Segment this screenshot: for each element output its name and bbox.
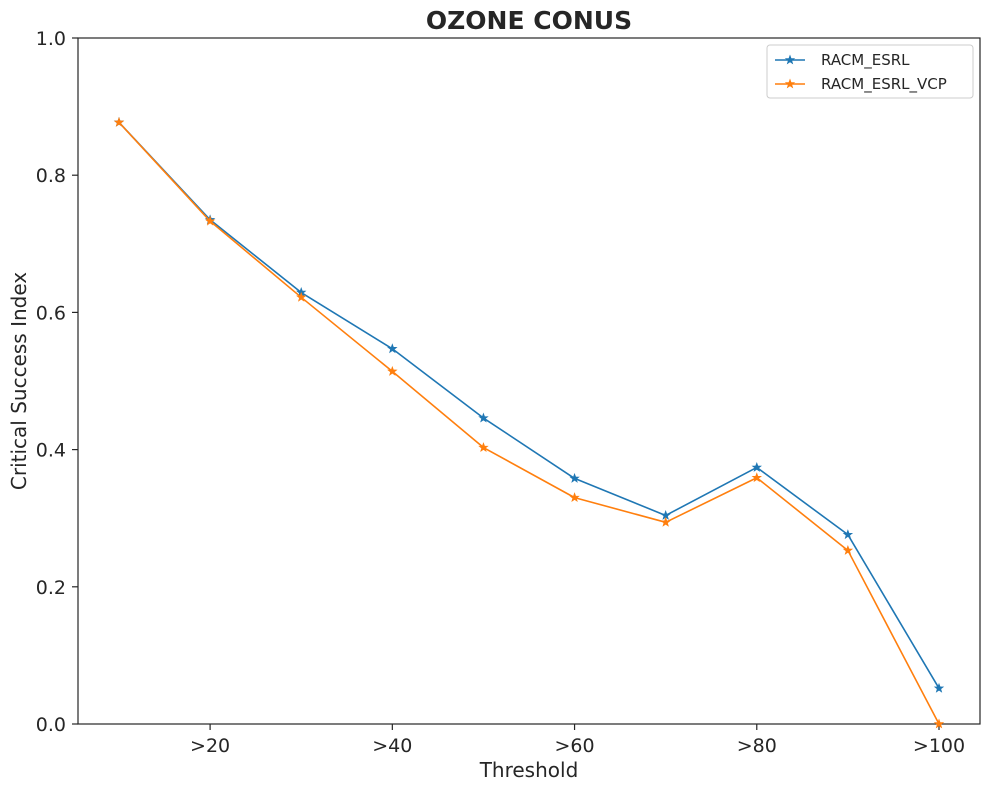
series-layer <box>113 116 945 729</box>
data-point <box>933 718 945 729</box>
data-point <box>204 215 216 226</box>
series-racm-esrl-vcp <box>113 116 945 729</box>
series-line <box>118 121 940 725</box>
y-tick-label: 0.4 <box>36 440 66 462</box>
legend-item: RACM_ESRL <box>775 51 910 70</box>
data-point <box>751 461 762 472</box>
data-point <box>842 529 854 540</box>
data-point <box>296 291 307 302</box>
legend-box <box>766 44 974 99</box>
x-axis-label: Threshold <box>479 758 579 782</box>
legend-marker <box>784 54 796 65</box>
chart-title: OZONE CONUS <box>426 6 632 35</box>
y-tick-label: 0.2 <box>36 577 66 599</box>
x-tick-label: >80 <box>737 735 777 757</box>
legend: RACM_ESRL RACM_ESRL_VCP <box>766 44 974 99</box>
x-tick-label: >100 <box>913 735 965 757</box>
data-point <box>478 442 489 452</box>
series-line <box>118 121 940 689</box>
data-point <box>751 472 762 483</box>
data-point <box>569 472 580 483</box>
x-axis: >20 >40 >60 >80 >100 <box>190 724 965 757</box>
y-tick-label: 0.8 <box>36 165 66 187</box>
data-point <box>569 492 580 503</box>
y-tick-label: 1.0 <box>36 28 66 50</box>
legend-item: RACM_ESRL_VCP <box>775 75 947 94</box>
data-point <box>842 544 854 555</box>
data-point <box>478 412 489 423</box>
data-point <box>387 365 398 376</box>
legend-label: RACM_ESRL <box>821 51 910 70</box>
x-tick-label: >60 <box>555 735 595 757</box>
x-tick-label: >20 <box>190 735 230 757</box>
data-point <box>387 343 398 354</box>
plot-area <box>77 37 981 725</box>
data-point <box>660 516 671 527</box>
y-axis-label: Critical Success Index <box>7 272 31 490</box>
legend-label: RACM_ESRL_VCP <box>821 75 947 94</box>
data-point <box>113 116 125 127</box>
x-tick-label: >40 <box>372 735 412 757</box>
y-axis: 0.0 0.2 0.4 0.6 0.8 1.0 <box>36 28 78 736</box>
y-tick-label: 0.6 <box>36 302 66 324</box>
legend-marker <box>784 78 796 89</box>
data-point <box>933 682 945 693</box>
y-tick-label: 0.0 <box>36 714 66 736</box>
